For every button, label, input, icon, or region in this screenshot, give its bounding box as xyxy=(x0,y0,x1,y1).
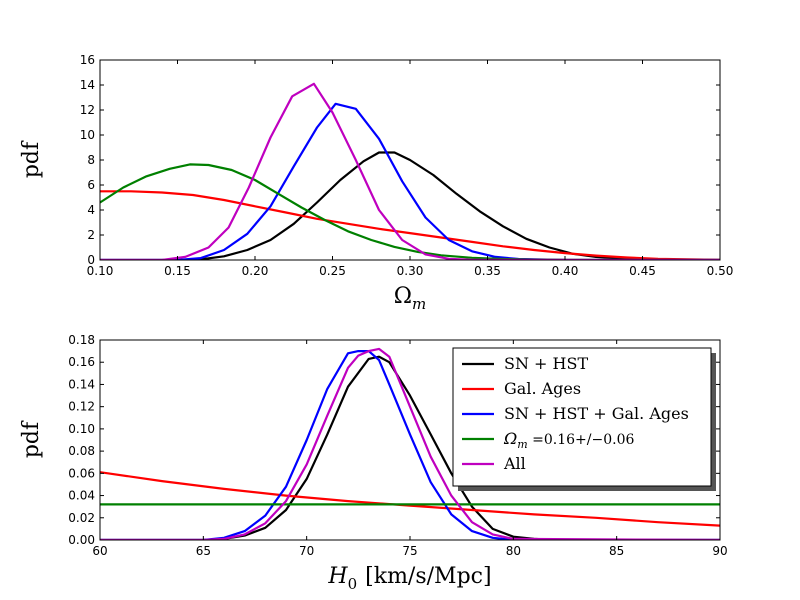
x-tick-label: 90 xyxy=(712,544,727,558)
series-line-0 xyxy=(100,355,720,540)
x-tick-label: 75 xyxy=(402,544,417,558)
y-tick-label: 0 xyxy=(87,253,95,267)
y-axis-title: pdf xyxy=(19,420,44,458)
y-tick-label: 16 xyxy=(80,53,95,67)
x-tick-label: 0.30 xyxy=(397,264,424,278)
y-tick-label: 6 xyxy=(87,178,95,192)
legend-label-3: Ωm =0.16+/−0.06 xyxy=(503,429,634,451)
x-tick-label: 0.25 xyxy=(319,264,346,278)
y-tick-label: 12 xyxy=(80,103,95,117)
omega-m-plot: 0.10 0.15 0.20 0.25 0.30 0.35 0.40 0.45 0.50 0 2 4 6… xyxy=(19,53,733,313)
x-tick-label: 70 xyxy=(299,544,314,558)
y-tick-label: 0.18 xyxy=(68,333,95,347)
x-tick-label: 0.40 xyxy=(552,264,579,278)
y-tick-label: 8 xyxy=(87,153,95,167)
y-tick-label: 4 xyxy=(87,203,95,217)
ticks: 60 65 70 75 80 85 90 0.00 0.02 0.04 0.06 0.08 0.10 0.… xyxy=(68,333,727,558)
legend: SN + HST Gal. Ages SN + HST + Gal. Ages Ωm … xyxy=(452,347,716,491)
x-axis-title: Ωm xyxy=(394,284,426,313)
legend-box xyxy=(452,347,712,487)
x-tick-label: 85 xyxy=(609,544,624,558)
legend-label-1: Gal. Ages xyxy=(504,379,581,398)
x-tick-label: 65 xyxy=(196,544,211,558)
series-line-4 xyxy=(100,82,720,260)
series-lines xyxy=(100,347,720,540)
legend-label-0: SN + HST xyxy=(504,354,588,373)
series-line-1 xyxy=(100,471,720,527)
x-tick-label: 0.50 xyxy=(707,264,734,278)
y-tick-label: 0.10 xyxy=(68,422,95,436)
y-tick-label: 0.00 xyxy=(68,533,95,547)
x-tick-label: 0.10 xyxy=(87,264,114,278)
x-axis-title: H0 [km/s/Mpc] xyxy=(327,564,491,593)
x-tick-label: 0.45 xyxy=(629,264,656,278)
y-tick-label: 0.12 xyxy=(68,400,95,414)
series-line-2 xyxy=(100,102,720,260)
series-line-1 xyxy=(100,190,720,260)
y-tick-label: 10 xyxy=(80,128,95,142)
x-tick-label: 60 xyxy=(92,544,107,558)
y-tick-label: 0.02 xyxy=(68,511,95,525)
series-line-4 xyxy=(100,347,720,540)
y-tick-label: 0.16 xyxy=(68,355,95,369)
x-tick-label: 80 xyxy=(506,544,521,558)
y-tick-label: 0.04 xyxy=(68,489,95,503)
y-axis-title: pdf xyxy=(19,140,44,178)
y-tick-label: 0.08 xyxy=(68,444,95,458)
y-tick-label: 14 xyxy=(80,78,95,92)
y-tick-label: 0.14 xyxy=(68,377,95,391)
y-tick-label: 2 xyxy=(87,228,95,242)
x-tick-label: 0.15 xyxy=(164,264,191,278)
h0-plot: 60 65 70 75 80 85 90 0.00 0.02 0.04 0.06 0.08 0.10 0.… xyxy=(19,333,728,593)
series-lines xyxy=(100,82,720,260)
x-tick-label: 0.20 xyxy=(242,264,269,278)
legend-label-4: All xyxy=(503,454,526,473)
series-line-2 xyxy=(100,350,720,540)
legend-label-2: SN + HST + Gal. Ages xyxy=(504,404,689,423)
ticks: 0.10 0.15 0.20 0.25 0.30 0.35 0.40 0.45 0.50 0 2 4 6… xyxy=(80,53,734,278)
x-tick-label: 0.35 xyxy=(474,264,501,278)
legend-entries: SN + HST Gal. Ages SN + HST + Gal. Ages Ωm … xyxy=(462,354,689,473)
y-tick-label: 0.06 xyxy=(68,466,95,480)
